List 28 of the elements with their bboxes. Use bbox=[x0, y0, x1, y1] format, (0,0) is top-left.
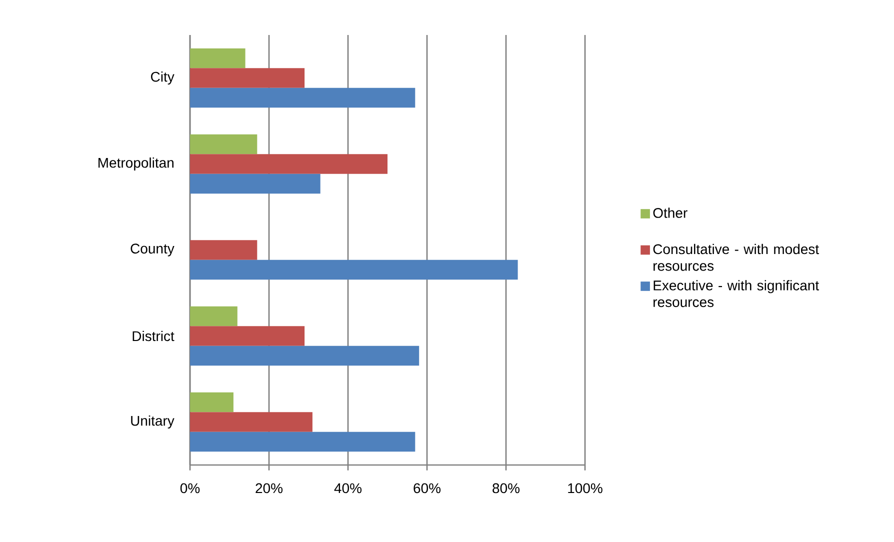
bar bbox=[190, 392, 234, 412]
x-tick-label: 20% bbox=[256, 483, 282, 494]
bar bbox=[190, 346, 420, 366]
bar bbox=[190, 240, 258, 260]
bar bbox=[190, 68, 305, 88]
legend-label: Executive - with significant resources bbox=[654, 280, 819, 308]
bar bbox=[190, 306, 238, 326]
bar bbox=[190, 88, 416, 108]
bar bbox=[190, 174, 320, 194]
x-tick-label: 60% bbox=[414, 483, 440, 494]
y-tick-label: District bbox=[132, 330, 174, 342]
x-tick-label: 100% bbox=[568, 483, 602, 494]
bar bbox=[190, 326, 305, 346]
legend-label: Consultative - with modest resources bbox=[653, 244, 819, 271]
y-tick-label: City bbox=[151, 71, 174, 85]
y-tick-label: Metropolitan bbox=[98, 157, 174, 171]
x-tick-label: 80% bbox=[492, 483, 520, 494]
bar bbox=[190, 48, 246, 68]
x-tick-label: 40% bbox=[334, 483, 362, 494]
bar bbox=[190, 412, 312, 432]
y-tick-label: Unitary bbox=[131, 415, 174, 429]
x-tick-label: 0% bbox=[180, 483, 200, 494]
legend-label: Other bbox=[653, 208, 688, 218]
y-tick-label: County bbox=[130, 244, 174, 256]
bar bbox=[190, 154, 388, 174]
bar bbox=[190, 134, 258, 154]
bar bbox=[190, 432, 416, 452]
bar bbox=[190, 260, 518, 280]
